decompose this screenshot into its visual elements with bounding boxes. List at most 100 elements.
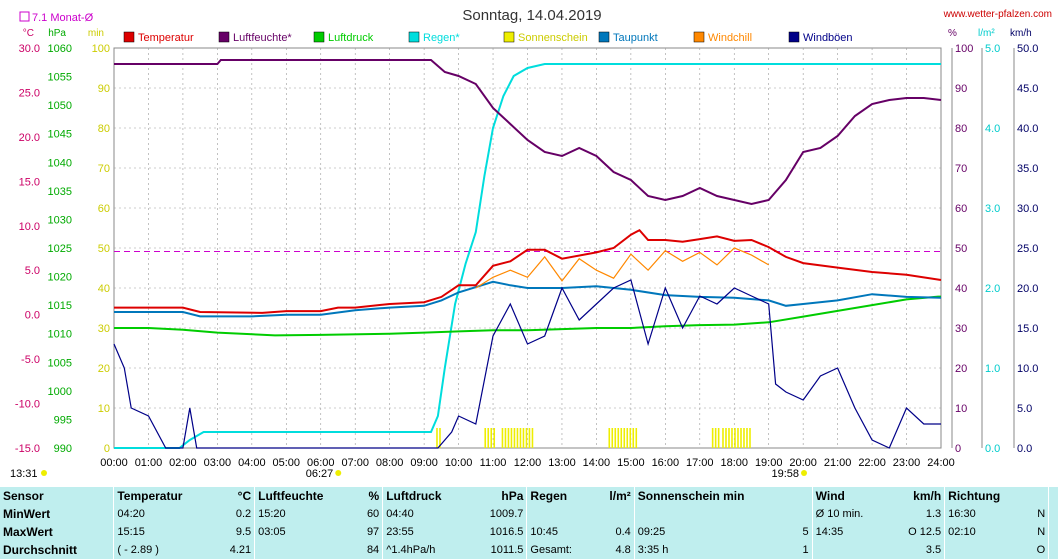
axis-tick-right: 35.0 (1017, 163, 1038, 175)
axis-tick-left: 50 (98, 243, 110, 255)
axis-unit-right: % (948, 28, 957, 39)
stats-cell (595, 505, 634, 523)
sunshine-bar (501, 428, 504, 448)
axis-unit-left: min (88, 28, 104, 39)
x-tick-label: 22:00 (858, 457, 886, 469)
stats-cell (633, 505, 795, 523)
sunshine-bar (608, 428, 611, 448)
axis-tick-left: 990 (54, 443, 72, 455)
stats-header: Luftfeuchte (254, 487, 357, 505)
series-line-temperatur (114, 228, 942, 314)
sunshine-bar (531, 428, 534, 448)
legend-label: Luftfeuchte* (233, 32, 292, 44)
axis-tick-right: 2.0 (985, 283, 1000, 295)
series-line-taupunkt (114, 280, 942, 318)
sunshine-bar (737, 428, 739, 448)
sunrise-icon (335, 470, 342, 476)
sunshine-bar (519, 428, 522, 448)
x-tick-label: 17:00 (686, 457, 714, 469)
axis-tick-left: 80 (98, 123, 110, 135)
stats-cell: 1016.5 (489, 526, 524, 538)
stats-header: hPa (501, 489, 524, 503)
axis-tick-right: 50 (955, 243, 967, 255)
stats-cell (794, 505, 812, 523)
stats-cell: 84 (366, 544, 380, 556)
axis-tick-left: 25.0 (19, 87, 40, 99)
legend-label: Taupunkt (613, 32, 658, 44)
x-tick-label: 04:00 (238, 457, 266, 469)
sunshine-bar (749, 428, 751, 448)
stats-cell: 60 (366, 508, 380, 520)
stats-cell: O (1036, 544, 1046, 556)
stats-cell: 0.2 (235, 508, 252, 520)
stats-cell (1048, 523, 1058, 541)
x-tick-label: 24:00 (927, 457, 955, 469)
sunshine-bar (525, 428, 528, 448)
axis-tick-right: 0.0 (1017, 443, 1032, 455)
axis-tick-right: 60 (955, 203, 967, 215)
sunshine-bar (711, 428, 714, 448)
legend-label: Luftdruck (328, 32, 374, 44)
stats-header: Richtung (944, 487, 1028, 505)
stats-cell: 15:20 (254, 505, 357, 523)
stats-cell: 9.5 (235, 526, 252, 538)
stats-cell: 3:35 h (633, 541, 795, 559)
stats-header: Sensor (3, 489, 44, 503)
stats-header: Sonnenschein min (633, 487, 795, 505)
stats-header (1048, 487, 1058, 505)
axis-tick-right: 20 (955, 363, 967, 375)
legend-swatch (788, 31, 800, 43)
x-tick-label: 09:00 (410, 457, 438, 469)
stats-cell: 1009.7 (489, 508, 524, 520)
axis-tick-left: 0 (104, 443, 110, 455)
legend-swatch (218, 31, 230, 43)
legend-label: Temperatur (138, 32, 194, 44)
sunshine-bar (504, 428, 507, 448)
sunshine-bar (717, 428, 720, 448)
x-tick-label: 11:00 (480, 457, 507, 469)
axis-tick-left: 1025 (48, 243, 72, 255)
stats-cell: 15:15 (113, 523, 216, 541)
sunshine-bar (614, 428, 617, 448)
axis-tick-left: -10.0 (15, 399, 40, 411)
axis-tick-left: 1000 (48, 386, 72, 398)
x-tick-label: 20:00 (789, 457, 817, 469)
axis-tick-right: 10 (955, 403, 967, 415)
moonrise-label: 13:31 (10, 468, 38, 480)
stats-cell (1048, 541, 1058, 559)
axis-tick-left: -15.0 (15, 443, 40, 455)
sunshine-bar (740, 428, 742, 448)
axis-tick-left: 1015 (48, 300, 72, 312)
x-tick-label: 02:00 (169, 457, 197, 469)
sunshine-bar (743, 428, 745, 448)
sunshine-bar (722, 428, 724, 448)
x-tick-label: 19:00 (755, 457, 783, 469)
source-label: www.wetter-pfalzen.com (943, 9, 1052, 20)
stats-cell: 03:05 (254, 523, 357, 541)
legend-label: Windchill (708, 32, 752, 44)
astro-labels: 13:31 06:27 19:58 (10, 468, 808, 480)
sunshine-bar (623, 428, 626, 448)
weather-chart: °C 30.0 25.0 20.0 15.0 10.0 5.0 0.0 -5.0 -10.0 -15… (10, 7, 1052, 480)
axis-tick-right: 10.0 (1017, 363, 1038, 375)
axis-tick-right: 70 (955, 163, 967, 175)
stats-header: Luftdruck (382, 487, 471, 505)
axis-tick-right: 40 (955, 283, 967, 295)
axis-tick-left: 20 (98, 363, 110, 375)
stats-cell: ^1.4hPa/h (382, 541, 471, 559)
sunshine-bar (734, 428, 736, 448)
legend-label: Regen* (423, 32, 460, 44)
stats-header: °C (237, 489, 252, 503)
stats-cell: 1011.5 (490, 544, 524, 556)
stats-row-label: Durchschnitt (3, 543, 78, 557)
sunshine-bar (507, 428, 510, 448)
sunshine-bar (493, 428, 496, 448)
axis-tick-left: 30 (98, 323, 110, 335)
axis-tick-left: 1050 (48, 100, 72, 112)
legend-swatch (598, 31, 610, 43)
stats-cell: N (1037, 508, 1046, 520)
sunshine-bar (436, 428, 438, 448)
axis-tick-left: -5.0 (21, 354, 40, 366)
stats-cell: 14:35 (811, 523, 889, 541)
stats-cell: 3.5 (925, 544, 942, 556)
